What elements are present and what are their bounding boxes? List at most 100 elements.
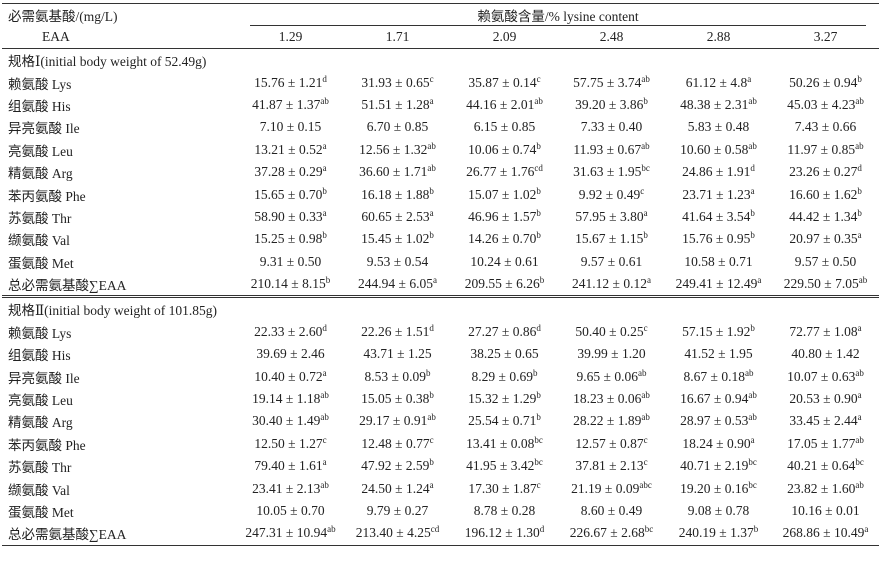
- value-text: 51.51 ± 1.28: [361, 96, 430, 112]
- value-cell: 29.17 ± 0.91ab: [344, 410, 451, 432]
- significance-letter: a: [429, 207, 434, 218]
- value-cell: 5.83 ± 0.48: [665, 116, 772, 138]
- value-text: 16.67 ± 0.94: [680, 391, 749, 407]
- level-header: 1.29: [237, 26, 344, 49]
- significance-letter: b: [322, 230, 327, 241]
- value-text: 8.67 ± 0.18: [683, 368, 745, 384]
- value-cell: 229.50 ± 7.05ab: [772, 273, 879, 297]
- value-cell: 7.10 ± 0.15: [237, 116, 344, 138]
- value-text: 23.26 ± 0.27: [789, 164, 858, 180]
- value-cell: 41.87 ± 1.37ab: [237, 94, 344, 116]
- significance-letter: ab: [748, 95, 757, 106]
- significance-letter: a: [646, 275, 651, 286]
- value-text: 9.08 ± 0.78: [687, 503, 750, 518]
- value-cell: 268.86 ± 10.49a: [772, 522, 879, 546]
- value-text: 10.05 ± 0.70: [256, 503, 325, 518]
- significance-letter: b: [857, 185, 862, 196]
- row-label: 蛋氨酸 Met: [8, 505, 74, 520]
- row-label: 赖氨酸 Lys: [8, 76, 72, 92]
- value-cell: 19.20 ± 0.16bc: [665, 477, 772, 499]
- value-cell: 22.26 ± 1.51d: [344, 321, 451, 343]
- significance-letter: bc: [855, 457, 864, 468]
- value-text: 31.63 ± 1.95: [573, 164, 642, 180]
- significance-letter: b: [536, 185, 541, 196]
- value-text: 57.75 ± 3.74: [573, 74, 642, 90]
- value-cell: 244.94 ± 6.05a: [344, 273, 451, 297]
- value-cell: 38.25 ± 0.65: [451, 343, 558, 365]
- value-cell: 10.60 ± 0.58ab: [665, 139, 772, 161]
- significance-letter: ab: [320, 479, 329, 490]
- significance-letter: c: [643, 457, 648, 468]
- significance-letter: d: [750, 163, 755, 174]
- value-cell: 39.99 ± 1.20: [558, 343, 665, 365]
- significance-letter: b: [536, 230, 541, 241]
- data-row: 缬氨酸 Val 23.41 ± 2.13ab 24.50 ± 1.24a 17.30 …: [2, 477, 879, 499]
- significance-letter: b: [750, 230, 755, 241]
- significance-letter: b: [643, 95, 648, 106]
- value-text: 20.53 ± 0.90: [789, 391, 858, 407]
- value-text: 210.14 ± 8.15: [250, 276, 326, 292]
- level-header: 1.71: [344, 26, 451, 49]
- value-cell: 79.40 ± 1.61a: [237, 455, 344, 477]
- row-label: 精氨酸 Arg: [8, 415, 73, 431]
- significance-letter: b: [425, 367, 431, 378]
- significance-letter: a: [857, 390, 862, 401]
- value-cell: 30.40 ± 1.49ab: [237, 410, 344, 432]
- value-cell: 15.25 ± 0.98b: [237, 228, 344, 250]
- value-text: 249.41 ± 12.49: [675, 276, 758, 292]
- value-cell: 25.54 ± 0.71b: [451, 410, 558, 432]
- significance-letter: ab: [534, 95, 543, 106]
- significance-letter: b: [750, 207, 755, 218]
- row-label: 苯丙氨酸 Phe: [8, 188, 86, 204]
- value-text: 16.60 ± 1.62: [789, 186, 858, 202]
- value-cell: 9.79 ± 0.27: [344, 500, 451, 522]
- value-cell: 41.52 ± 1.95: [665, 343, 772, 365]
- group-label: 规格Ⅰ(initial body weight of 52.49g): [8, 54, 207, 70]
- significance-letter: a: [864, 524, 869, 535]
- data-row: 蛋氨酸 Met 9.31 ± 0.50 9.53 ± 0.54 10.24 ± 0.6…: [2, 251, 879, 273]
- value-cell: 249.41 ± 12.49a: [665, 273, 772, 297]
- value-text: 241.12 ± 0.12: [572, 276, 647, 292]
- value-text: 9.65 ± 0.06: [576, 368, 638, 384]
- significance-letter: a: [429, 95, 434, 106]
- value-text: 15.25 ± 0.98: [254, 231, 323, 247]
- value-text: 9.31 ± 0.50: [259, 253, 322, 269]
- value-cell: 15.45 ± 1.02b: [344, 228, 451, 250]
- value-cell: 40.21 ± 0.64bc: [772, 455, 879, 477]
- significance-letter: c: [643, 322, 648, 333]
- row-label: 亮氨酸 Leu: [8, 393, 73, 409]
- row-label: 赖氨酸 Lys: [8, 325, 72, 341]
- value-text: 57.15 ± 1.92: [682, 323, 751, 339]
- significance-letter: ab: [641, 73, 650, 84]
- value-text: 35.87 ± 0.14: [468, 74, 537, 90]
- data-row: 总必需氨基酸∑EAA 247.31 ± 10.94ab 213.40 ± 4.25c…: [2, 522, 879, 546]
- value-text: 13.41 ± 0.08: [466, 435, 535, 451]
- significance-letter: c: [643, 434, 648, 445]
- significance-letter: b: [429, 185, 434, 196]
- value-text: 240.19 ± 1.37: [678, 525, 754, 541]
- value-cell: 7.43 ± 0.66: [772, 116, 879, 138]
- value-text: 40.71 ± 2.19: [680, 458, 749, 474]
- significance-letter: ab: [641, 390, 650, 401]
- value-text: 16.18 ± 1.88: [361, 186, 430, 202]
- row-label: 异亮氨酸 Ile: [8, 121, 80, 137]
- value-cell: 44.16 ± 2.01ab: [451, 94, 558, 116]
- value-cell: 16.67 ± 0.94ab: [665, 388, 772, 410]
- significance-letter: a: [322, 457, 327, 468]
- value-text: 27.27 ± 0.86: [468, 323, 537, 339]
- value-cell: 41.95 ± 3.42bc: [451, 455, 558, 477]
- value-text: 8.78 ± 0.28: [473, 503, 536, 518]
- value-text: 12.48 ± 0.77: [361, 435, 430, 451]
- value-cell: 43.71 ± 1.25: [344, 343, 451, 365]
- value-text: 15.45 ± 1.02: [361, 231, 430, 247]
- value-text: 9.92 ± 0.49: [578, 186, 641, 202]
- value-cell: 10.24 ± 0.61: [451, 251, 558, 273]
- value-cell: 8.53 ± 0.09b: [344, 365, 451, 387]
- value-cell: 22.33 ± 2.60d: [237, 321, 344, 343]
- significance-letter: a: [857, 412, 862, 423]
- value-text: 11.93 ± 0.67: [573, 141, 642, 157]
- significance-letter: a: [322, 207, 327, 218]
- row-label: 苏氨酸 Thr: [8, 460, 72, 476]
- data-row: 缬氨酸 Val 15.25 ± 0.98b 15.45 ± 1.02b 14.26 ±…: [2, 228, 879, 250]
- significance-letter: b: [536, 140, 541, 151]
